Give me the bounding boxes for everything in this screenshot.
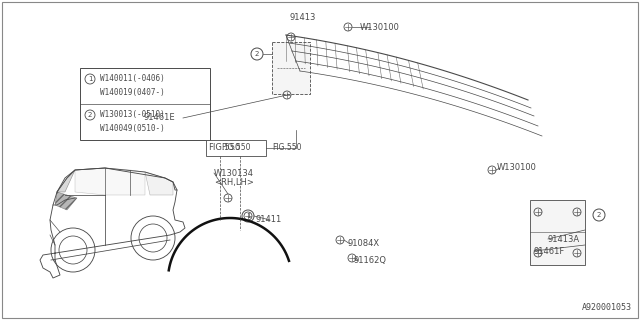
Polygon shape xyxy=(75,168,145,195)
Text: 1: 1 xyxy=(246,213,250,219)
Text: A920001053: A920001053 xyxy=(582,303,632,312)
Text: 2: 2 xyxy=(255,51,259,57)
Text: W130013(-0510): W130013(-0510) xyxy=(100,110,164,119)
Polygon shape xyxy=(145,172,173,195)
Text: 91461E: 91461E xyxy=(143,114,175,123)
FancyBboxPatch shape xyxy=(80,68,210,140)
Text: W130100: W130100 xyxy=(360,23,400,33)
FancyBboxPatch shape xyxy=(530,200,585,265)
Polygon shape xyxy=(55,192,77,210)
FancyBboxPatch shape xyxy=(206,140,266,156)
Text: W140011(-0406): W140011(-0406) xyxy=(100,75,164,84)
Text: 91413: 91413 xyxy=(290,13,316,22)
Text: FIG.550: FIG.550 xyxy=(208,143,240,153)
Text: 91162Q: 91162Q xyxy=(353,257,386,266)
Text: <RH,LH>: <RH,LH> xyxy=(214,178,254,187)
Text: 91084X: 91084X xyxy=(348,239,380,249)
Text: 2: 2 xyxy=(597,212,601,218)
Text: 2: 2 xyxy=(88,112,92,118)
Text: W130100: W130100 xyxy=(497,164,537,172)
Text: W140019(0407-): W140019(0407-) xyxy=(100,87,164,97)
Polygon shape xyxy=(57,170,75,192)
Text: W130134: W130134 xyxy=(214,169,254,178)
Text: 91413A: 91413A xyxy=(548,235,580,244)
Text: 91461F: 91461F xyxy=(534,246,565,255)
Text: FIG.550: FIG.550 xyxy=(221,143,251,153)
Text: W140049(0510-): W140049(0510-) xyxy=(100,124,164,132)
Text: 91411: 91411 xyxy=(255,215,281,225)
Text: FIG.550: FIG.550 xyxy=(272,143,301,153)
Text: 1: 1 xyxy=(88,76,92,82)
FancyBboxPatch shape xyxy=(272,42,310,94)
